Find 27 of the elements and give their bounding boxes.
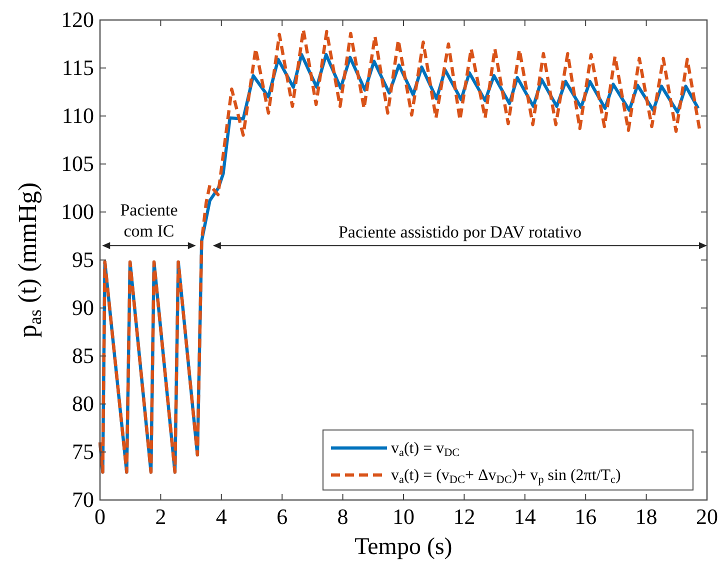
x-tick-label: 6: [276, 504, 288, 529]
x-tick-label: 20: [696, 504, 718, 529]
y-tick-label: 120: [61, 7, 94, 32]
x-tick-label: 8: [337, 504, 348, 529]
y-tick-label: 75: [72, 439, 94, 464]
y-tick-label: 100: [61, 199, 94, 224]
x-tick-label: 2: [155, 504, 166, 529]
x-tick-label: 10: [392, 504, 414, 529]
x-tick-label: 12: [453, 504, 476, 529]
y-tick-label: 115: [62, 55, 94, 80]
y-tick-label: 80: [72, 391, 94, 416]
y-tick-label: 70: [72, 487, 94, 512]
x-tick-label: 18: [635, 504, 658, 529]
x-axis-title: Tempo (s): [354, 534, 452, 560]
y-tick-label: 105: [61, 151, 94, 176]
x-tick-label: 4: [216, 504, 227, 529]
text: v$_{a}$(t) = (v$_{DC}$+ Δv$_{DC}$)+ v$_{p}$ sin (2πt/T$_{c}$): [391, 467, 621, 486]
x-tick-label: 16: [574, 504, 597, 529]
annotation: Paciente com IC: [120, 200, 178, 241]
legend-label: v$_{a}$(t) = v$_{DC}$: [391, 440, 460, 459]
y-tick-label: 110: [62, 103, 94, 128]
annotation: Paciente assistido por DAV rotativo: [338, 222, 582, 242]
y-tick-label: 95: [72, 247, 94, 272]
x-tick-label: 14: [514, 504, 536, 529]
y-tick-label: 90: [72, 295, 94, 320]
x-tick-label: 0: [94, 504, 106, 529]
y-tick-label: 85: [72, 343, 94, 368]
